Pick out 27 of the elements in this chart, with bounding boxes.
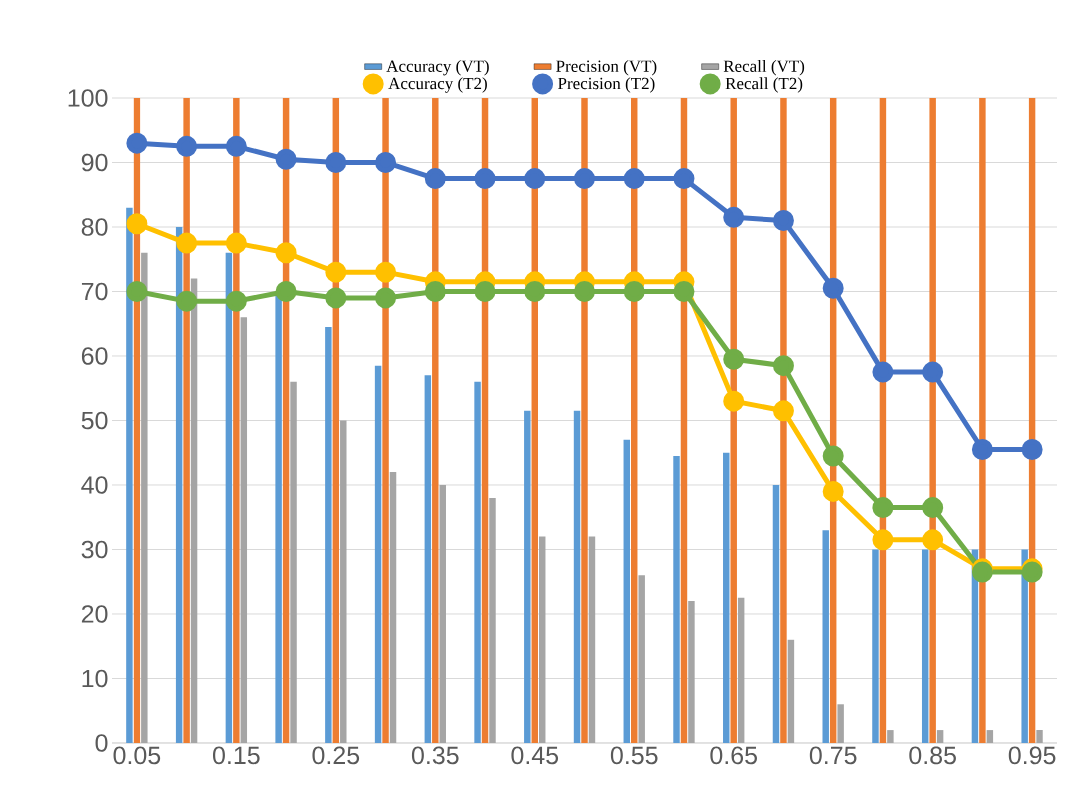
y-tick-label: 70 (81, 282, 108, 301)
y-tick-label: 20 (81, 605, 108, 623)
x-tick-label: 0.35 (411, 746, 459, 765)
x-tick-label: 0.45 (511, 746, 559, 765)
y-tick-label: 100 (68, 89, 108, 107)
x-tick-label: 0.05 (113, 746, 161, 765)
y-tick-label: 0 (95, 734, 108, 752)
x-tick-label: 0.75 (809, 746, 857, 765)
legend-label: Precision (VT) (556, 59, 657, 76)
legend-label: Recall (VT) (723, 59, 805, 76)
x-tick-label: 0.65 (710, 746, 757, 765)
x-tick-label: 0.15 (212, 746, 260, 765)
x-tick-label: 0.25 (312, 746, 360, 765)
y-tick-label: 90 (81, 153, 108, 172)
y-tick-label: 60 (81, 347, 108, 365)
legend-label: Recall (T2) (725, 77, 803, 93)
y-tick-label: 10 (82, 669, 108, 688)
y-tick-label: 40 (81, 476, 108, 494)
x-tick-label: 0.85 (909, 746, 956, 765)
y-tick-label: 80 (81, 218, 108, 236)
y-tick-label: 50 (81, 411, 108, 430)
x-tick-label: 0.55 (610, 746, 658, 765)
x-tick-label: 0.95 (1008, 746, 1056, 765)
legend-label: Accuracy (T2) (388, 77, 487, 93)
y-tick-label: 30 (81, 540, 108, 559)
legend-label: Accuracy (VT) (386, 59, 489, 76)
legend-label: Precision (T2) (558, 77, 655, 93)
